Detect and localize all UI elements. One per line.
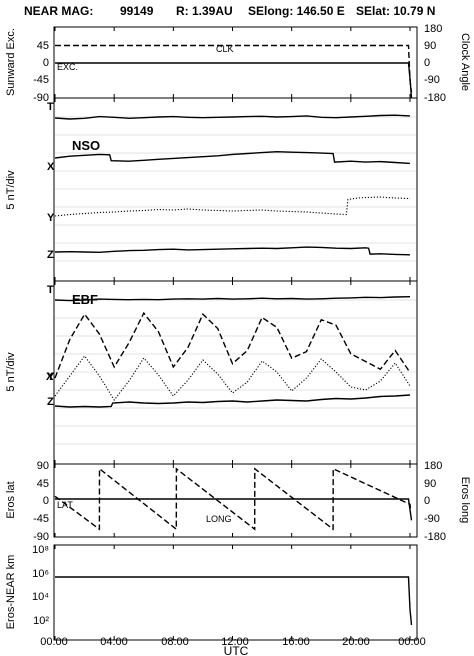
- panel1-ytick-right: 0: [424, 57, 430, 69]
- panel4-axes: Eros lat Eros long 90 45 0 -45 -90 180 9…: [5, 460, 471, 543]
- panel1-series-clk-line: [55, 44, 413, 93]
- x-tick-label: 20:00: [342, 636, 370, 648]
- panel2-trace-label-z: Z: [47, 249, 54, 261]
- panel3-ylabel: 5 nT/div: [5, 352, 17, 392]
- panel1-ytick: 45: [37, 40, 49, 52]
- panel5-ytick: 10⁴: [32, 591, 49, 603]
- panel-frame-2: [53, 97, 418, 282]
- panel3-series-x-line: [54, 311, 411, 379]
- annotation-clk: CLK: [216, 44, 234, 54]
- panel2-traces: [54, 114, 411, 256]
- panel1-ytick: 0: [43, 57, 49, 69]
- annotation-lat: LAT: [57, 500, 73, 510]
- panel4-ytick: 90: [37, 460, 49, 472]
- annotation-long: LONG: [206, 514, 232, 524]
- x-axis: 00:00 04:00 08:00 12:00 16:00 20:00 00:0…: [40, 636, 426, 648]
- x-tick-label: 00:00: [398, 636, 426, 648]
- title-doy: 99149: [120, 4, 154, 18]
- panel5-traces: [55, 576, 413, 626]
- x-tick-label: 00:00: [40, 636, 68, 648]
- panel4-ylabel-left: Eros lat: [5, 481, 17, 518]
- panel4-ytick: -45: [33, 513, 49, 525]
- panel1-ytick-right: 90: [424, 40, 436, 52]
- panel1-ytick-right: -90: [424, 74, 440, 86]
- panel4-ylabel-right: Eros long: [459, 477, 471, 523]
- panel4-series-long-line: [54, 467, 412, 531]
- annotation-exc: EXC.: [57, 62, 78, 72]
- panel3-series-y-line: [54, 355, 411, 401]
- panel2-series-z-line: [54, 246, 411, 256]
- panel1-ylabel-right: Clock Angle: [459, 33, 471, 91]
- panel4-traces: [54, 467, 413, 531]
- figure-title: NEAR MAG: 99149 R: 1.39AU SElong: 146.50…: [24, 4, 435, 18]
- x-tick-label: 16:00: [282, 636, 310, 648]
- panel2-trace-label-y: Y: [47, 212, 55, 224]
- panel2-series-x-line: [54, 150, 411, 165]
- title-mission: NEAR MAG:: [24, 4, 93, 18]
- title-range: R: 1.39AU: [176, 4, 233, 18]
- panel1-ytick-right: -180: [424, 92, 446, 104]
- panel1-ytick: -45: [33, 74, 49, 86]
- panel-frame-4: [53, 463, 418, 538]
- panel5-ytick: 10²: [33, 615, 49, 627]
- panel2-label: NSO: [72, 138, 100, 153]
- panel5-series-range-line: [55, 576, 413, 626]
- panel5-axes: Eros-NEAR km 10⁸ 10⁶ 10⁴ 10²: [5, 544, 49, 629]
- x-tick-label: 04:00: [100, 636, 128, 648]
- panel3-trace-label-z: Z: [47, 396, 54, 408]
- title-selat: SElat: 10.79 N: [356, 4, 435, 18]
- panel5-ytick: 10⁸: [32, 544, 49, 556]
- panel4-ytick-right: 90: [424, 478, 436, 490]
- panel3-traces: [54, 296, 411, 408]
- panel5-ylabel: Eros-NEAR km: [5, 555, 17, 630]
- panel1-traces: [55, 44, 413, 99]
- panel2-series-y-line: [54, 196, 411, 217]
- panel1-ytick: -90: [33, 92, 49, 104]
- panel-frame-5: [53, 544, 418, 641]
- panel2-trace-label-t: T: [47, 101, 54, 113]
- panel1-ylabel-left: Sunward Exc.: [5, 28, 17, 96]
- grid-lines: [55, 116, 416, 445]
- panel4-ytick: -90: [33, 531, 49, 543]
- panel5-ytick: 10⁶: [32, 568, 49, 580]
- panel1-axes: Sunward Exc. Clock Angle 45 0 -45 -90 18…: [5, 23, 471, 104]
- panel3-trace-label-y: Y: [47, 371, 55, 383]
- title-selong: SElong: 146.50 E: [248, 4, 345, 18]
- panel3-trace-label-t: T: [47, 284, 54, 296]
- x-tick-marks: [54, 27, 411, 640]
- panel4-ytick-right: 0: [424, 495, 430, 507]
- panel4-ytick-right: 180: [424, 460, 442, 472]
- panel4-ytick-right: -90: [424, 513, 440, 525]
- panel3-series-z-line: [54, 394, 411, 408]
- panel4-ytick-right: -180: [424, 531, 446, 543]
- panel3-axes: 5 nT/div EBF T X Y Z: [5, 284, 98, 408]
- panel4-ytick: 0: [43, 495, 49, 507]
- x-axis-label: UTC: [224, 644, 249, 656]
- panel4-ytick: 45: [37, 478, 49, 490]
- panel1-ytick-right: 180: [424, 23, 442, 35]
- panel-frame-3: [53, 280, 418, 465]
- panel3-trace-label-x: X: [46, 371, 54, 383]
- panel2-series-t-line: [54, 114, 411, 120]
- panel2-axes: 5 nT/div NSO T X Y Z: [5, 101, 100, 261]
- panel4-series-lat-line: [55, 498, 413, 521]
- panel2-trace-label-x: X: [47, 161, 55, 173]
- panel2-ylabel: 5 nT/div: [5, 170, 17, 210]
- x-tick-label: 12:00: [221, 636, 249, 648]
- panel3-series-t-line: [54, 296, 411, 302]
- x-tick-label: 08:00: [161, 636, 189, 648]
- panel1-series-exc.-line: [55, 62, 413, 99]
